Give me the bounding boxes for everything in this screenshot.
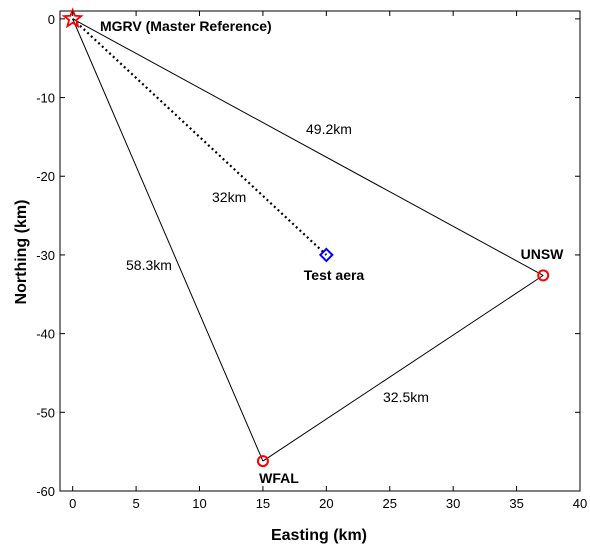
wfal-marker — [256, 455, 269, 468]
wfal-label: WFAL — [259, 470, 299, 486]
distance-label: 49.2km — [306, 121, 352, 137]
baselines — [71, 18, 544, 462]
baseline-mgrv-unsw — [72, 18, 544, 276]
distance-label: 32km — [212, 189, 246, 205]
x-tick-label: 15 — [256, 496, 270, 511]
unsw-label: UNSW — [521, 246, 565, 262]
x-axis-label: Easting (km) — [271, 527, 367, 544]
test-aera-label: Test aera — [304, 267, 365, 283]
y-tick-label: -30 — [36, 248, 55, 263]
distance-label: 58.3km — [126, 257, 172, 273]
y-axis-label: Northing (km) — [13, 200, 30, 305]
x-tick-label: 0 — [69, 496, 76, 511]
markers — [61, 7, 550, 468]
baseline-mgrv-wfal — [72, 18, 264, 462]
y-ticks: 0 -10 -20 -30 -40 -50 -60 — [36, 12, 580, 499]
y-tick-label: -20 — [36, 169, 55, 184]
x-tick-label: 35 — [509, 496, 523, 511]
x-tick-label: 25 — [383, 496, 397, 511]
x-tick-label: 40 — [573, 496, 587, 511]
plot-area — [59, 10, 581, 492]
annotations: 49.2km 58.3km 32.5km 32km MGRV (Master Refer… — [100, 18, 564, 486]
x-tick-label: 5 — [132, 496, 139, 511]
x-tick-label: 20 — [319, 496, 333, 511]
baseline-unsw-wfal — [262, 274, 544, 462]
y-tick-label: -60 — [36, 484, 55, 499]
unsw-marker — [537, 269, 550, 282]
test-aera-marker — [318, 247, 334, 263]
distance-label: 32.5km — [383, 389, 429, 405]
y-tick-label: -10 — [36, 91, 55, 106]
x-tick-label: 30 — [446, 496, 460, 511]
mgrv-marker — [61, 7, 84, 29]
x-ticks: 0 5 10 15 20 25 30 35 40 — [69, 11, 587, 511]
y-tick-label: -40 — [36, 327, 55, 342]
mgrv-label: MGRV (Master Reference) — [100, 18, 272, 34]
y-tick-label: 0 — [48, 12, 55, 27]
y-tick-label: -50 — [36, 405, 55, 420]
x-tick-label: 10 — [192, 496, 206, 511]
